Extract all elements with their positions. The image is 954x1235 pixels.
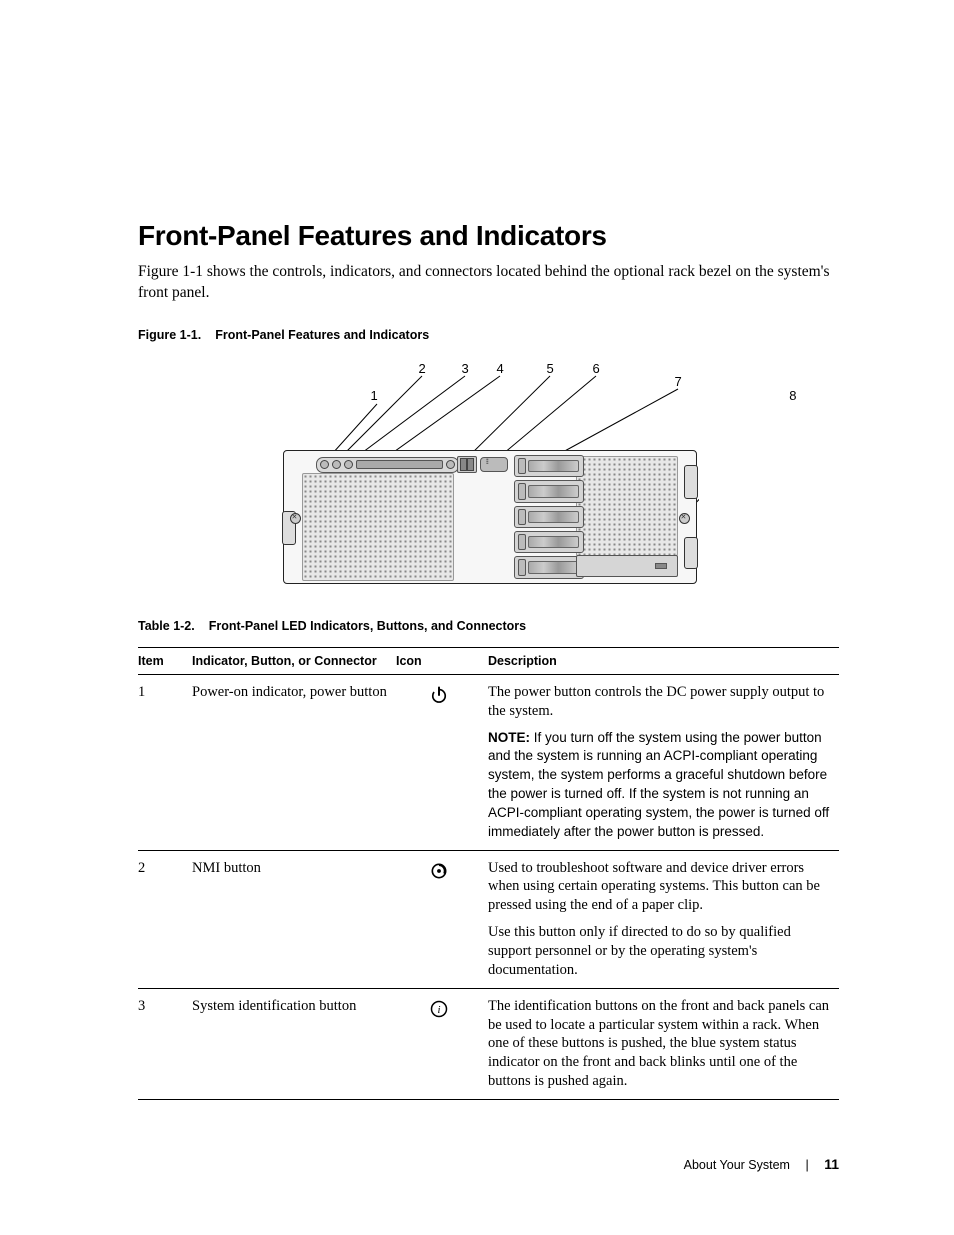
cell-item: 2 [138, 850, 192, 988]
figure-number: Figure 1-1. [138, 328, 201, 342]
figure-title: Front-Panel Features and Indicators [215, 328, 429, 342]
description-paragraph: Use this button only if directed to do s… [488, 923, 833, 980]
screw-left [290, 513, 301, 524]
drive-bay [514, 506, 584, 528]
description-paragraph: The identification buttons on the front … [488, 997, 833, 1091]
usb-ports [457, 456, 477, 473]
footer-separator: | [805, 1158, 808, 1172]
drive-bay [514, 556, 584, 578]
drive-bay [514, 455, 584, 477]
cell-description: The identification buttons on the front … [488, 988, 839, 1099]
cell-indicator: System identification button [192, 988, 396, 1099]
svg-text:i: i [437, 1003, 440, 1015]
drive-bay [514, 531, 584, 553]
intro-paragraph: Figure 1-1 shows the controls, indicator… [138, 262, 839, 304]
description-paragraph: Used to troubleshoot software and device… [488, 859, 833, 916]
col-indicator: Indicator, Button, or Connector [192, 647, 396, 674]
table-title: Front-Panel LED Indicators, Buttons, and… [209, 619, 526, 633]
page-footer: About Your System | 11 [138, 1156, 839, 1172]
note-text: If you turn off the system using the pow… [488, 730, 829, 839]
table-row: 1Power-on indicator, power button The pow… [138, 674, 839, 850]
power-icon [429, 685, 449, 705]
table-number: Table 1-2. [138, 619, 195, 633]
note-label: NOTE: [488, 730, 530, 745]
control-panel-strip [316, 457, 459, 473]
section-heading: Front-Panel Features and Indicators [138, 220, 839, 252]
id-icon: i [429, 999, 449, 1019]
cell-item: 1 [138, 674, 192, 850]
vent-grille-right [576, 456, 678, 556]
cell-indicator: Power-on indicator, power button [192, 674, 396, 850]
page-number: 11 [824, 1156, 839, 1172]
cell-icon [396, 850, 488, 988]
col-description: Description [488, 647, 839, 674]
description-paragraph: The power button controls the DC power s… [488, 683, 833, 721]
table-row: 3System identification button i The identi… [138, 988, 839, 1099]
table-row: 2NMI button Used to troubleshoot software… [138, 850, 839, 988]
rack-handle-right-top [684, 465, 698, 499]
col-icon: Icon [396, 647, 488, 674]
video-connector [480, 457, 508, 472]
figure-1-1: 1 2 3 4 5 6 7 8 [138, 356, 839, 589]
vent-grille-left [302, 473, 454, 581]
cell-item: 3 [138, 988, 192, 1099]
screw-right [679, 513, 690, 524]
cell-indicator: NMI button [192, 850, 396, 988]
table-caption: Table 1-2. Front-Panel LED Indicators, Bu… [138, 619, 839, 633]
figure-caption: Figure 1-1. Front-Panel Features and Indi… [138, 328, 839, 342]
nmi-icon [429, 861, 449, 881]
cell-icon [396, 674, 488, 850]
cell-description: Used to troubleshoot software and device… [488, 850, 839, 988]
cell-icon: i [396, 988, 488, 1099]
drive-bay [514, 480, 584, 502]
rack-handle-right-bottom [684, 537, 698, 569]
server-chassis [283, 450, 697, 584]
callout-8: 8 [687, 388, 797, 403]
footer-section: About Your System [684, 1158, 790, 1172]
optical-drive [576, 555, 678, 577]
cell-description: The power button controls the DC power s… [488, 674, 839, 850]
indicators-table: Item Indicator, Button, or Connector Ico… [138, 647, 839, 1100]
col-item: Item [138, 647, 192, 674]
drive-bays [514, 455, 584, 579]
